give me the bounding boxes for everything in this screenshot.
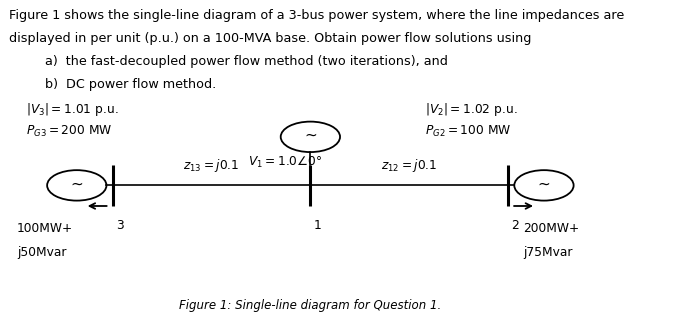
Text: $z_{12}=j0.1$: $z_{12}=j0.1$ bbox=[381, 157, 438, 174]
Text: 1: 1 bbox=[314, 219, 321, 232]
Text: 2: 2 bbox=[511, 219, 519, 232]
Text: 200MW+: 200MW+ bbox=[524, 222, 580, 235]
Text: a)  the fast-decoupled power flow method (two iterations), and: a) the fast-decoupled power flow method … bbox=[29, 55, 448, 68]
Text: $z_{13}=j0.1$: $z_{13}=j0.1$ bbox=[183, 157, 239, 174]
Text: b)  DC power flow method.: b) DC power flow method. bbox=[29, 78, 216, 91]
Text: displayed in per unit (p.u.) on a 100-MVA base. Obtain power flow solutions usin: displayed in per unit (p.u.) on a 100-MV… bbox=[9, 32, 531, 45]
Text: $P_{G2}=100$ MW: $P_{G2}=100$ MW bbox=[425, 124, 511, 139]
Text: ~: ~ bbox=[538, 176, 550, 191]
Text: $V_1=1.0\angle0°$: $V_1=1.0\angle0°$ bbox=[248, 155, 323, 170]
Text: 100MW+: 100MW+ bbox=[17, 222, 73, 235]
Text: Figure 1: Single-line diagram for Question 1.: Figure 1: Single-line diagram for Questi… bbox=[179, 299, 442, 312]
Text: $|V_2|=1.02$ p.u.: $|V_2|=1.02$ p.u. bbox=[425, 101, 517, 118]
Text: j75Mvar: j75Mvar bbox=[524, 246, 573, 259]
Text: Figure 1 shows the single-line diagram of a 3-bus power system, where the line i: Figure 1 shows the single-line diagram o… bbox=[9, 9, 624, 22]
Text: $P_{G3}=200$ MW: $P_{G3}=200$ MW bbox=[26, 124, 113, 139]
Text: j50Mvar: j50Mvar bbox=[17, 246, 66, 259]
Text: ~: ~ bbox=[71, 176, 83, 191]
Text: $|V_3|=1.01$ p.u.: $|V_3|=1.01$ p.u. bbox=[26, 101, 119, 118]
Text: ~: ~ bbox=[304, 128, 316, 143]
Text: 3: 3 bbox=[116, 219, 123, 232]
